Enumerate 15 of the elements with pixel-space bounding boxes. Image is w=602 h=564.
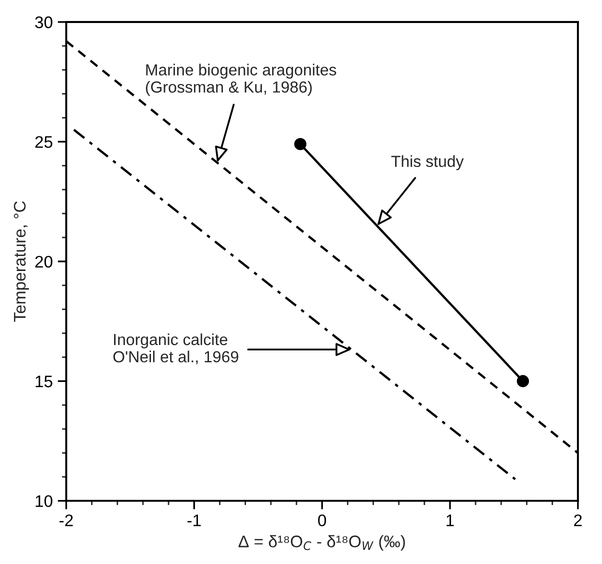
y-tick-label: 10 bbox=[36, 495, 52, 508]
x-axis-title: Δ = δ¹⁸O$_{C}$ - δ¹⁸O$_{W}$ (‰) bbox=[238, 535, 405, 551]
y-tick-label: 15 bbox=[36, 376, 52, 388]
y-tick-label: 30 bbox=[35, 16, 52, 28]
annotation: This study bbox=[391, 155, 464, 170]
y-tick-label: 25 bbox=[35, 136, 52, 148]
x-tick-label: 2 bbox=[574, 514, 582, 526]
x-tick-label: -1 bbox=[187, 514, 201, 526]
annotation: Inorganic calcite O'Neil et al., 1969 bbox=[113, 333, 238, 364]
x-tick-label: -2 bbox=[60, 514, 73, 526]
x-tick-label: 0 bbox=[318, 514, 326, 526]
annotation: Marine biogenic aragonites (Grossman & Ku, 1986) bbox=[146, 64, 336, 96]
y-tick-label: 20 bbox=[35, 256, 52, 268]
y-axis-title: Temperature, °C bbox=[14, 201, 29, 322]
x-tick-label: 1 bbox=[446, 514, 454, 526]
